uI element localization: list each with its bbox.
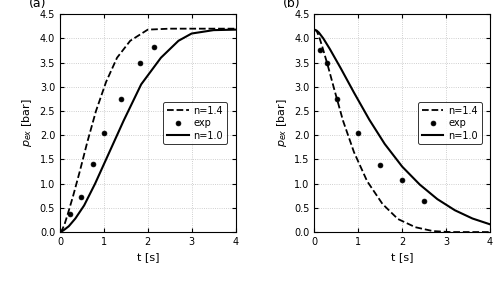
exp: [118, 97, 124, 100]
n=1.4: [351, 151, 357, 154]
n=1.0: [316, 31, 322, 34]
Line: exp: exp: [318, 48, 426, 203]
n=1.0: [66, 224, 72, 228]
n=1.0: [312, 28, 318, 31]
n=1.0: [232, 28, 238, 31]
n=1.0: [314, 29, 320, 32]
n=1.4: [340, 119, 346, 122]
Y-axis label: $p_{ex}$ [bar]: $p_{ex}$ [bar]: [20, 99, 34, 147]
n=1.4: [70, 194, 76, 198]
n=1.4: [65, 212, 71, 215]
exp: [324, 61, 330, 64]
n=1.4: [324, 63, 330, 67]
n=1.4: [314, 29, 320, 33]
Line: n=1.4: n=1.4: [314, 30, 490, 232]
n=1.0: [434, 198, 440, 201]
n=1.4: [331, 87, 337, 91]
exp: [334, 97, 340, 100]
Legend: n=1.4, exp, n=1.0: n=1.4, exp, n=1.0: [164, 102, 227, 144]
n=1.4: [320, 45, 326, 49]
Legend: n=1.4, exp, n=1.0: n=1.4, exp, n=1.0: [418, 102, 482, 144]
exp: [101, 131, 107, 134]
Line: n=1.0: n=1.0: [60, 30, 236, 232]
n=1.0: [351, 91, 357, 94]
n=1.4: [465, 230, 471, 234]
exp: [78, 196, 84, 199]
n=1.0: [81, 204, 87, 207]
exp: [356, 131, 362, 134]
n=1.4: [57, 230, 63, 234]
n=1.4: [364, 179, 370, 183]
n=1.0: [210, 28, 216, 32]
n=1.0: [120, 119, 126, 122]
n=1.0: [320, 37, 326, 40]
n=1.4: [448, 230, 454, 234]
n=1.4: [380, 202, 386, 206]
n=1.0: [62, 228, 68, 231]
n=1.4: [487, 230, 493, 234]
n=1.4: [316, 34, 322, 38]
n=1.4: [114, 56, 120, 59]
exp: [137, 61, 143, 64]
n=1.4: [62, 223, 68, 226]
n=1.0: [399, 165, 405, 168]
exp: [399, 178, 405, 181]
n=1.0: [138, 83, 144, 86]
n=1.4: [93, 109, 99, 113]
Text: (a): (a): [28, 0, 46, 10]
Y-axis label: $p_{ex}$ [bar]: $p_{ex}$ [bar]: [274, 99, 288, 147]
n=1.4: [76, 170, 82, 173]
Line: exp: exp: [67, 44, 157, 216]
n=1.4: [84, 141, 90, 144]
n=1.0: [158, 56, 164, 59]
n=1.0: [106, 153, 112, 156]
n=1.0: [338, 67, 344, 70]
n=1.0: [452, 209, 458, 212]
n=1.4: [312, 28, 318, 31]
exp: [66, 212, 72, 215]
Text: (b): (b): [283, 0, 300, 10]
exp: [152, 45, 158, 48]
exp: [90, 162, 96, 166]
n=1.4: [59, 228, 65, 231]
n=1.4: [430, 230, 436, 233]
n=1.0: [176, 39, 182, 42]
X-axis label: t [s]: t [s]: [391, 252, 413, 262]
n=1.4: [210, 27, 216, 30]
n=1.4: [232, 27, 238, 30]
exp: [378, 164, 384, 167]
n=1.0: [72, 217, 78, 220]
X-axis label: t [s]: t [s]: [136, 252, 159, 262]
n=1.4: [188, 27, 194, 30]
n=1.0: [487, 223, 493, 226]
Line: n=1.0: n=1.0: [314, 30, 490, 224]
exp: [317, 49, 323, 52]
n=1.0: [417, 183, 423, 186]
n=1.4: [103, 80, 109, 84]
n=1.0: [188, 32, 194, 35]
Line: n=1.4: n=1.4: [60, 29, 236, 232]
n=1.0: [470, 217, 476, 220]
n=1.0: [327, 47, 333, 51]
n=1.4: [166, 27, 172, 30]
n=1.0: [59, 230, 65, 233]
n=1.0: [92, 182, 98, 185]
n=1.4: [127, 39, 133, 42]
n=1.4: [145, 28, 151, 31]
n=1.0: [57, 230, 63, 234]
exp: [421, 199, 427, 202]
n=1.4: [412, 226, 418, 229]
n=1.4: [395, 217, 401, 221]
n=1.0: [382, 142, 388, 146]
n=1.0: [366, 118, 372, 121]
